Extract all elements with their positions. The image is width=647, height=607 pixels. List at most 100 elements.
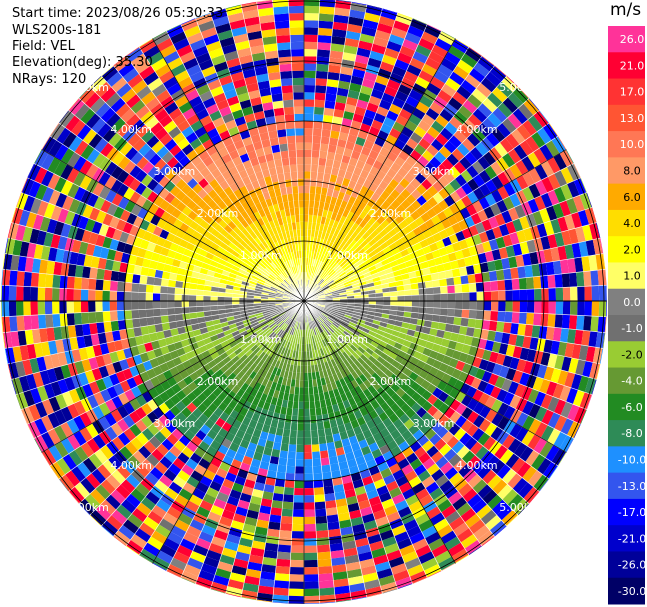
radar-gate: [396, 537, 413, 550]
radar-gate: [335, 146, 345, 155]
radar-gate: [132, 138, 147, 152]
radar-gate: [210, 85, 225, 98]
radar-gate: [385, 214, 395, 224]
radar-gate: [299, 387, 304, 395]
radar-gate: [448, 387, 460, 400]
radar-gate: [83, 334, 93, 348]
radar-gate: [163, 468, 178, 482]
radar-gate: [284, 480, 295, 488]
radar-gate: [183, 319, 192, 327]
radar-gate: [440, 308, 448, 317]
radar-gate: [16, 270, 25, 287]
radar-gate: [372, 554, 389, 566]
radar-gate: [95, 279, 104, 291]
radar-gate: [331, 291, 340, 296]
radar-gate: [154, 64, 171, 78]
radar-gate: [339, 215, 347, 225]
radar-gate: [147, 510, 163, 525]
radar-gate: [304, 459, 313, 467]
radar-gate: [214, 223, 224, 234]
radar-gate: [413, 125, 427, 138]
radar-gate: [304, 451, 313, 460]
radar-gate: [329, 325, 337, 332]
radar-gate: [274, 233, 281, 242]
radar-gate: [388, 33, 405, 46]
radar-gate: [313, 259, 318, 267]
radar-gate: [577, 375, 590, 393]
radar-gate: [339, 467, 351, 478]
radar-gate: [411, 294, 420, 301]
radar-gate: [123, 401, 135, 415]
radar-gate: [146, 178, 159, 191]
radar-gate: [269, 455, 280, 465]
radar-gate: [94, 137, 109, 153]
radar-gate: [55, 393, 68, 410]
radar-gate: [331, 261, 338, 269]
radar-gate: [595, 331, 605, 349]
radar-gate: [55, 339, 65, 354]
radar-gate: [443, 406, 456, 419]
radar-gate: [26, 343, 37, 360]
radar-gate: [430, 376, 442, 388]
radar-gate: [460, 79, 477, 94]
radar-gate: [143, 542, 160, 557]
radar-gate: [340, 361, 348, 370]
radar-gate: [371, 472, 384, 483]
radar-gate: [330, 426, 340, 435]
radar-gate: [385, 134, 398, 146]
radar-gate: [202, 156, 214, 168]
radar-gate: [272, 251, 279, 259]
radar-gate: [312, 320, 318, 328]
radar-gate: [554, 170, 568, 187]
radar-gate: [148, 202, 160, 215]
radar-gate: [169, 557, 187, 571]
radar-gate: [257, 177, 267, 187]
radar-gate: [376, 106, 389, 117]
radar-gate: [288, 334, 293, 343]
radar-gate: [339, 334, 347, 342]
radar-gate: [259, 505, 272, 515]
radar-gate: [127, 513, 144, 529]
radar-gate: [528, 403, 541, 419]
radar-gate: [238, 327, 247, 334]
radar-gate: [270, 311, 278, 316]
radar-gate: [167, 279, 176, 288]
radar-gate: [516, 461, 532, 478]
radar-gate: [225, 308, 233, 314]
radar-gate: [407, 25, 425, 38]
radar-gate: [154, 323, 164, 333]
radar-gate: [390, 445, 403, 457]
radar-gate: [319, 0, 336, 8]
radar-gate: [261, 260, 269, 268]
radar-gate: [467, 398, 479, 411]
radar-gate: [335, 94, 348, 104]
radar-gate: [571, 242, 582, 259]
radar-gate: [350, 173, 360, 183]
radar-gate: [213, 214, 223, 224]
radar-gate: [319, 194, 327, 203]
radar-gate: [371, 448, 383, 459]
radar-gate: [418, 338, 428, 348]
radar-gate: [503, 322, 512, 334]
radar-gate: [333, 14, 350, 24]
radar-gate: [346, 568, 363, 579]
radar-gate: [399, 45, 416, 58]
radar-gate: [375, 368, 385, 378]
radar-gate: [503, 419, 517, 435]
radar-gate: [278, 338, 285, 346]
radar-gate: [257, 415, 267, 425]
radar-gate: [296, 272, 300, 281]
radar-gate: [278, 274, 285, 281]
radar-gate: [181, 446, 194, 459]
radar-gate: [320, 313, 328, 320]
radar-gate: [261, 377, 269, 387]
radar-gate: [449, 411, 462, 424]
radar-gate: [304, 214, 309, 222]
radar-gate: [34, 418, 48, 436]
radar-gate: [223, 224, 233, 234]
radar-gate: [106, 515, 123, 531]
radar-gate: [357, 277, 366, 284]
radar-gate: [265, 279, 273, 285]
radar-gate: [41, 399, 55, 416]
radar-gate: [127, 336, 138, 348]
